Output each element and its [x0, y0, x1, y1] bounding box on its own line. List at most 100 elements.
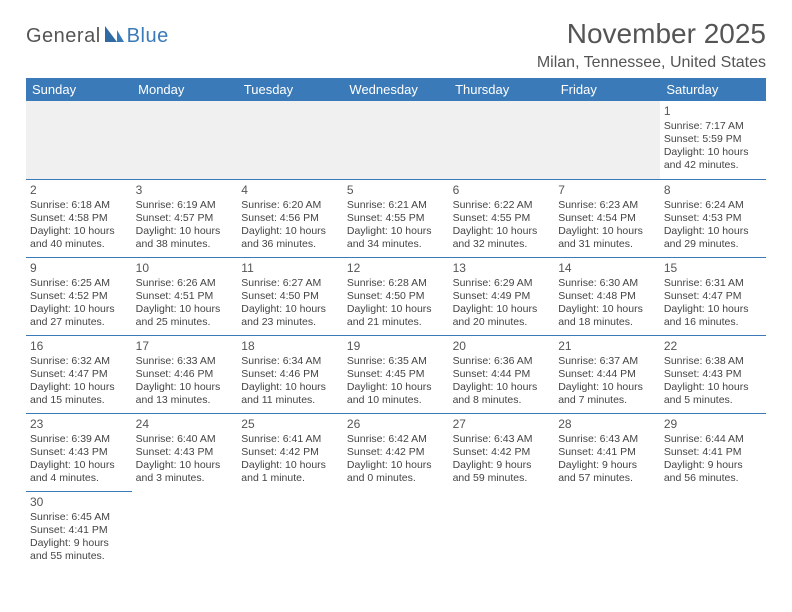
calendar-cell: 17Sunrise: 6:33 AMSunset: 4:46 PMDayligh… — [132, 335, 238, 413]
cell-line: Sunrise: 6:41 AM — [241, 433, 339, 446]
day-number: 15 — [664, 261, 762, 276]
calendar-cell: 10Sunrise: 6:26 AMSunset: 4:51 PMDayligh… — [132, 257, 238, 335]
cell-line: Daylight: 10 hours — [347, 303, 445, 316]
cell-line: Sunset: 4:44 PM — [453, 368, 551, 381]
cell-line: Sunrise: 6:42 AM — [347, 433, 445, 446]
cell-line: Sunset: 4:42 PM — [453, 446, 551, 459]
calendar-body: 1Sunrise: 7:17 AMSunset: 5:59 PMDaylight… — [26, 101, 766, 569]
cell-line: Sunset: 4:45 PM — [347, 368, 445, 381]
cell-line: Daylight: 10 hours — [136, 225, 234, 238]
calendar-cell: 2Sunrise: 6:18 AMSunset: 4:58 PMDaylight… — [26, 179, 132, 257]
calendar-cell: 19Sunrise: 6:35 AMSunset: 4:45 PMDayligh… — [343, 335, 449, 413]
day-number: 8 — [664, 183, 762, 198]
day-number: 22 — [664, 339, 762, 354]
calendar-row: 2Sunrise: 6:18 AMSunset: 4:58 PMDaylight… — [26, 179, 766, 257]
cell-line: Daylight: 10 hours — [453, 303, 551, 316]
day-number: 30 — [30, 495, 128, 510]
weekday-header: Monday — [132, 78, 238, 101]
calendar-cell: 4Sunrise: 6:20 AMSunset: 4:56 PMDaylight… — [237, 179, 343, 257]
cell-line: Sunset: 4:46 PM — [241, 368, 339, 381]
cell-line: Sunset: 4:42 PM — [347, 446, 445, 459]
cell-line: Sunrise: 6:22 AM — [453, 199, 551, 212]
cell-line: Daylight: 10 hours — [30, 381, 128, 394]
day-number: 4 — [241, 183, 339, 198]
cell-line: and 20 minutes. — [453, 316, 551, 329]
cell-line: Daylight: 10 hours — [347, 381, 445, 394]
calendar-cell: 30Sunrise: 6:45 AMSunset: 4:41 PMDayligh… — [26, 491, 132, 569]
cell-line: Daylight: 10 hours — [347, 459, 445, 472]
cell-line: Sunrise: 6:44 AM — [664, 433, 762, 446]
calendar-cell: 5Sunrise: 6:21 AMSunset: 4:55 PMDaylight… — [343, 179, 449, 257]
logo: General Blue — [26, 24, 169, 49]
calendar-cell — [132, 101, 238, 179]
cell-line: Sunset: 4:50 PM — [347, 290, 445, 303]
calendar-cell: 16Sunrise: 6:32 AMSunset: 4:47 PMDayligh… — [26, 335, 132, 413]
calendar-cell — [660, 491, 766, 569]
cell-line: Daylight: 10 hours — [241, 459, 339, 472]
calendar-cell: 14Sunrise: 6:30 AMSunset: 4:48 PMDayligh… — [554, 257, 660, 335]
cell-line: Sunrise: 6:30 AM — [558, 277, 656, 290]
day-number: 26 — [347, 417, 445, 432]
calendar-cell: 9Sunrise: 6:25 AMSunset: 4:52 PMDaylight… — [26, 257, 132, 335]
day-number: 27 — [453, 417, 551, 432]
cell-line: Sunrise: 6:21 AM — [347, 199, 445, 212]
cell-line: Sunset: 4:41 PM — [30, 524, 128, 537]
cell-line: and 42 minutes. — [664, 159, 762, 172]
calendar-cell — [449, 101, 555, 179]
calendar-row: 1Sunrise: 7:17 AMSunset: 5:59 PMDaylight… — [26, 101, 766, 179]
cell-line: Sunset: 4:54 PM — [558, 212, 656, 225]
cell-line: and 31 minutes. — [558, 238, 656, 251]
cell-line: and 10 minutes. — [347, 394, 445, 407]
cell-line: Sunset: 4:41 PM — [558, 446, 656, 459]
cell-line: Sunrise: 6:43 AM — [558, 433, 656, 446]
cell-line: and 32 minutes. — [453, 238, 551, 251]
cell-line: Daylight: 10 hours — [453, 381, 551, 394]
cell-line: Sunset: 4:55 PM — [453, 212, 551, 225]
calendar-cell: 1Sunrise: 7:17 AMSunset: 5:59 PMDaylight… — [660, 101, 766, 179]
cell-line: Daylight: 10 hours — [453, 225, 551, 238]
cell-line: and 1 minute. — [241, 472, 339, 485]
cell-line: Sunrise: 6:34 AM — [241, 355, 339, 368]
cell-line: Daylight: 10 hours — [30, 459, 128, 472]
cell-line: Sunset: 4:56 PM — [241, 212, 339, 225]
cell-line: Sunset: 5:59 PM — [664, 133, 762, 146]
weekday-header: Thursday — [449, 78, 555, 101]
cell-line: Sunset: 4:53 PM — [664, 212, 762, 225]
day-number: 14 — [558, 261, 656, 276]
calendar-cell: 26Sunrise: 6:42 AMSunset: 4:42 PMDayligh… — [343, 413, 449, 491]
cell-line: Daylight: 10 hours — [136, 303, 234, 316]
calendar-row: 9Sunrise: 6:25 AMSunset: 4:52 PMDaylight… — [26, 257, 766, 335]
cell-line: Sunrise: 6:45 AM — [30, 511, 128, 524]
logo-text-general: General — [26, 25, 101, 48]
calendar-cell — [449, 491, 555, 569]
cell-line: Sunset: 4:41 PM — [664, 446, 762, 459]
cell-line: Daylight: 10 hours — [30, 303, 128, 316]
cell-line: and 21 minutes. — [347, 316, 445, 329]
cell-line: and 38 minutes. — [136, 238, 234, 251]
cell-line: Sunrise: 6:31 AM — [664, 277, 762, 290]
cell-line: Sunrise: 6:20 AM — [241, 199, 339, 212]
calendar-cell — [343, 491, 449, 569]
cell-line: Sunrise: 6:19 AM — [136, 199, 234, 212]
cell-line: Sunset: 4:48 PM — [558, 290, 656, 303]
cell-line: Daylight: 10 hours — [241, 381, 339, 394]
day-number: 29 — [664, 417, 762, 432]
cell-line: Daylight: 10 hours — [241, 225, 339, 238]
cell-line: and 5 minutes. — [664, 394, 762, 407]
calendar-cell — [237, 101, 343, 179]
cell-line: Daylight: 9 hours — [453, 459, 551, 472]
calendar-head: SundayMondayTuesdayWednesdayThursdayFrid… — [26, 78, 766, 101]
cell-line: and 16 minutes. — [664, 316, 762, 329]
cell-line: Sunset: 4:55 PM — [347, 212, 445, 225]
calendar-cell — [343, 101, 449, 179]
calendar-table: SundayMondayTuesdayWednesdayThursdayFrid… — [26, 78, 766, 569]
cell-line: Sunrise: 6:24 AM — [664, 199, 762, 212]
sail-icon — [103, 24, 125, 49]
cell-line: and 0 minutes. — [347, 472, 445, 485]
weekday-header: Wednesday — [343, 78, 449, 101]
cell-line: and 11 minutes. — [241, 394, 339, 407]
calendar-cell — [554, 101, 660, 179]
calendar-cell — [26, 101, 132, 179]
calendar-cell: 13Sunrise: 6:29 AMSunset: 4:49 PMDayligh… — [449, 257, 555, 335]
cell-line: Daylight: 9 hours — [558, 459, 656, 472]
